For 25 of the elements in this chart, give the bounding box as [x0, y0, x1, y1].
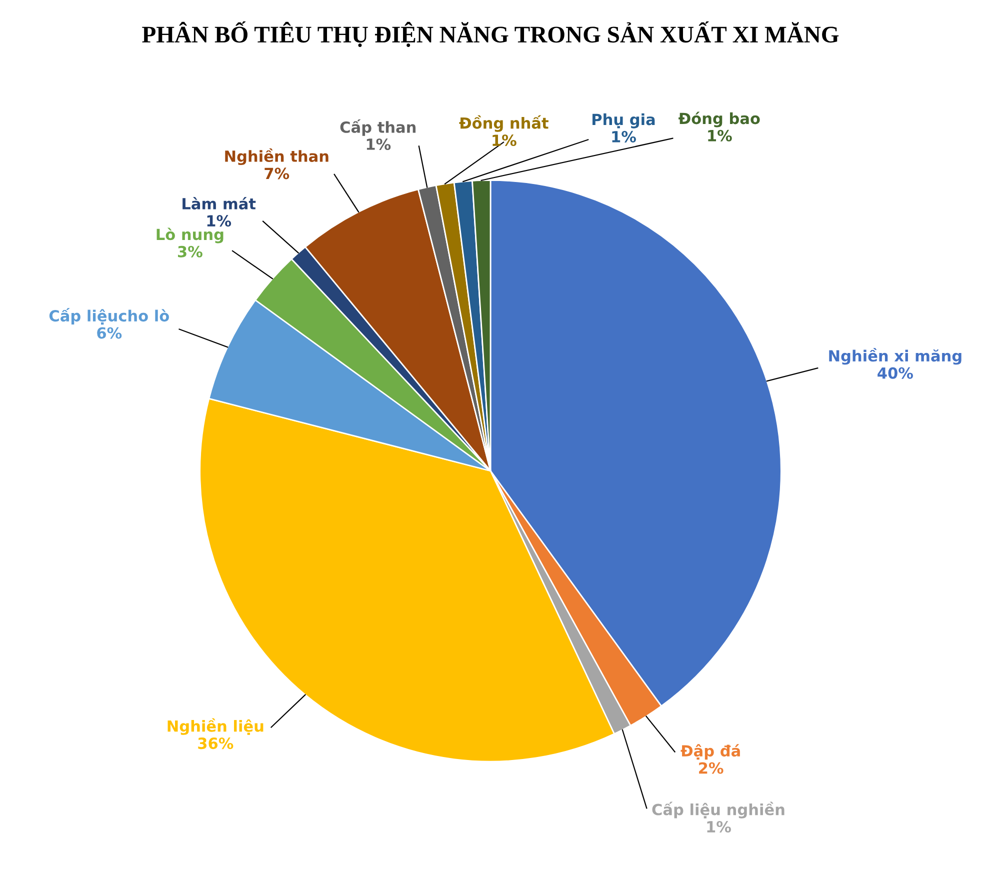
data-label: 1% [366, 138, 391, 150]
slice-label: Cấp liệucho lò [49, 308, 169, 325]
data-label: 1% [492, 134, 516, 146]
chart-title: PHÂN BỐ TIÊU THỤ ĐIỆN NĂNG TRONG SẢN XUẤT XI MĂNG [142, 21, 839, 47]
data-label: 1% [612, 130, 636, 142]
data-label: 36% [198, 738, 234, 750]
data-label: 40% [878, 367, 913, 379]
data-label: 6% [97, 327, 122, 339]
data-label: 7% [264, 168, 290, 180]
slice-label: Nghiền than [225, 148, 328, 166]
slice-label: Đập đá [680, 744, 740, 760]
data-label: 1% [708, 130, 732, 142]
slice-label: Nghiền liệu [168, 718, 264, 735]
data-label: 1% [707, 820, 731, 833]
data-label: 2% [699, 762, 724, 774]
slice-label: Đồng nhất [459, 115, 548, 132]
slice-label: Làm mát [182, 197, 256, 210]
slice-label: Cấp than [340, 119, 416, 136]
slice-label: Nghiền xi măng [829, 348, 962, 365]
data-label: 3% [178, 246, 202, 258]
slice-label: Đóng bao [678, 112, 760, 128]
slice-label: Lò nung [156, 228, 224, 244]
slice-label: Cấp liệu nghiền [652, 802, 784, 818]
data-label: 1% [207, 215, 232, 227]
slice-label: Phụ gia [592, 113, 655, 128]
